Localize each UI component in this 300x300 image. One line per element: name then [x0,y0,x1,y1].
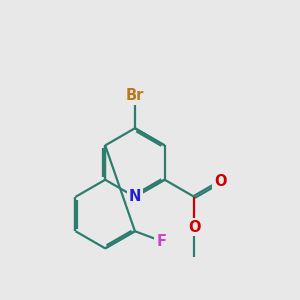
Text: F: F [156,233,166,248]
Text: N: N [129,189,141,204]
Text: O: O [214,174,227,189]
Text: Br: Br [126,88,144,103]
Text: O: O [188,220,201,235]
